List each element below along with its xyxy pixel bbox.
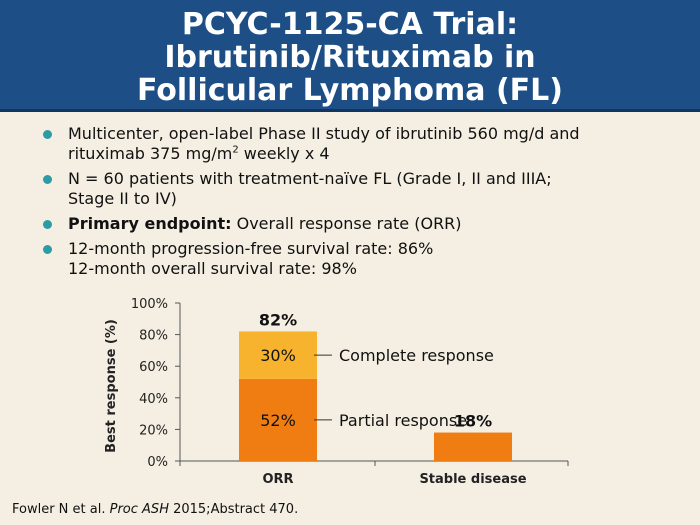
bullet-dot-icon — [43, 245, 52, 254]
title-line-2: Ibrutinib/Rituximab in — [164, 40, 536, 75]
bar-partial-0 — [239, 378, 317, 461]
bullet-text-line2: 12-month overall survival rate: 98% — [68, 259, 357, 278]
citation-details: 2015;Abstract 470. — [168, 502, 299, 517]
bullet-dot-icon — [43, 175, 52, 184]
bullet-text-line2: Stage II to IV) — [68, 189, 177, 208]
bullet-text: Multicenter, open-label Phase II study o… — [68, 124, 580, 143]
citation-journal: Proc ASH — [109, 502, 169, 517]
bullet-list: Multicenter, open-label Phase II study o… — [40, 124, 680, 284]
x-tick-label: Stable disease — [419, 472, 526, 487]
y-axis-title: Best response (%) — [104, 319, 119, 453]
bullet-patients: N = 60 patients with treatment-naïve FL … — [40, 169, 680, 209]
citation-authors: Fowler N et al. — [12, 502, 110, 517]
bullet-text: 12-month progression-free survival rate:… — [68, 239, 434, 258]
bullet-text: N = 60 patients with treatment-naïve FL … — [68, 169, 552, 188]
segment-label: 30% — [260, 346, 296, 365]
bullet-dot-icon — [43, 220, 52, 229]
legend-entry: Complete response — [339, 346, 494, 365]
bullet-survival: 12-month progression-free survival rate:… — [40, 239, 680, 279]
x-tick-label: ORR — [262, 472, 293, 487]
endpoint-label: Primary endpoint: — [68, 214, 232, 233]
segment-label: 52% — [260, 411, 296, 430]
bullet-study-design: Multicenter, open-label Phase II study o… — [40, 124, 680, 164]
bullet-text-line2: rituximab 375 mg/m2 weekly x 4 — [68, 144, 680, 164]
y-tick-label: 60% — [139, 360, 168, 375]
y-tick-label: 80% — [139, 329, 168, 344]
dose-text: rituximab 375 mg/m — [68, 144, 233, 163]
citation: Fowler N et al. Proc ASH 2015;Abstract 4… — [12, 502, 298, 517]
bar-total-label: 18% — [454, 412, 492, 431]
y-tick-label: 40% — [139, 392, 168, 407]
dose-text-end: weekly x 4 — [238, 144, 330, 163]
bar-complete-0 — [239, 331, 317, 379]
bar-partial-1 — [434, 432, 512, 461]
y-tick-label: 0% — [147, 455, 168, 470]
page-title: PCYC-1125-CA Trial: Ibrutinib/Rituximab … — [0, 8, 700, 107]
y-tick-label: 100% — [131, 297, 168, 312]
bullet-dot-icon — [43, 130, 52, 139]
bullet-text: Primary endpoint: Overall response rate … — [68, 214, 680, 234]
y-tick-label: 20% — [139, 423, 168, 438]
endpoint-text: Overall response rate (ORR) — [231, 214, 462, 233]
bullet-primary-endpoint: Primary endpoint: Overall response rate … — [40, 214, 680, 234]
title-banner: PCYC-1125-CA Trial: Ibrutinib/Rituximab … — [0, 0, 700, 112]
bar-total-label: 82% — [259, 310, 297, 329]
legend-entry: Partial response — [339, 411, 467, 430]
superscript: 2 — [232, 144, 239, 156]
title-line-1: PCYC-1125-CA Trial: — [181, 7, 519, 42]
title-line-3: Follicular Lymphoma (FL) — [137, 73, 563, 108]
response-chart: 0% 20% 40% 60% 80% 100% Best response (%) 82% OR… — [104, 297, 569, 487]
